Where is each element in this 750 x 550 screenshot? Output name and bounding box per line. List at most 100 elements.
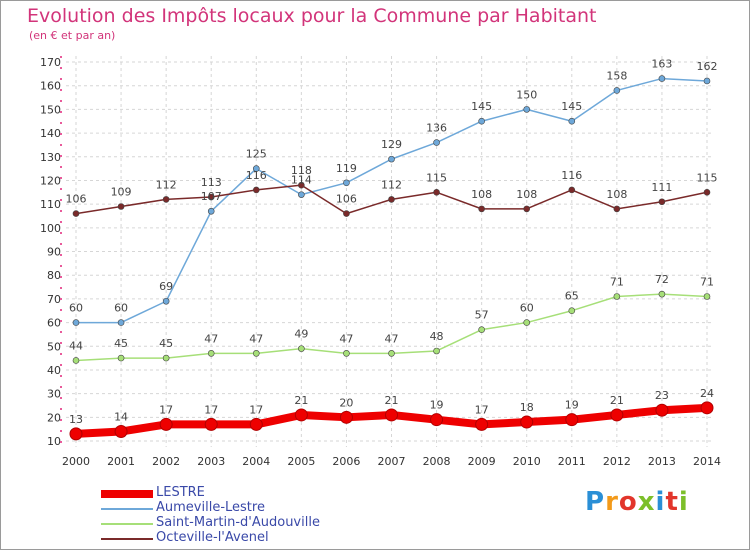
data-label: 115: [697, 171, 718, 184]
legend-label-lestre: LESTRE: [156, 485, 205, 500]
x-tick-label: 2009: [468, 455, 496, 468]
x-tick-label: 2010: [513, 455, 541, 468]
data-label: 45: [114, 337, 128, 350]
data-label: 118: [291, 164, 312, 177]
data-point: [343, 179, 350, 187]
data-label: 116: [561, 169, 582, 182]
y-tick-label: 120: [40, 174, 61, 187]
data-point: [703, 77, 711, 85]
data-label: 150: [516, 88, 537, 101]
data-point: [388, 196, 395, 203]
x-tick-label: 2013: [648, 455, 676, 468]
data-label: 17: [475, 403, 489, 416]
data-point: [204, 417, 218, 431]
data-label: 19: [430, 399, 444, 412]
data-point: [298, 191, 305, 198]
data-label: 158: [606, 69, 627, 82]
data-label: 48: [430, 330, 444, 343]
data-label: 112: [381, 178, 402, 191]
data-point: [72, 210, 80, 217]
data-point: [298, 345, 305, 352]
data-label: 18: [520, 401, 534, 414]
data-point: [252, 165, 260, 172]
proxiti-logo: Proxiti: [585, 487, 689, 517]
data-label: 17: [159, 403, 173, 416]
y-tick-label: 170: [40, 56, 61, 69]
data-point: [523, 106, 531, 113]
x-tick-label: 2006: [332, 455, 360, 468]
data-label: 162: [697, 60, 718, 73]
data-label: 108: [516, 188, 537, 201]
data-point: [162, 196, 170, 203]
data-point: [655, 403, 669, 417]
y-tick-label: 50: [47, 340, 61, 353]
data-label: 116: [246, 169, 267, 182]
data-label: 119: [336, 162, 357, 175]
legend-swatch-lestre: [101, 490, 153, 498]
data-point: [207, 207, 215, 215]
data-point: [252, 186, 260, 194]
y-tick-label: 40: [47, 364, 61, 377]
data-point: [294, 408, 308, 422]
data-point: [610, 408, 624, 422]
x-tick-label: 2008: [423, 455, 451, 468]
data-point: [252, 350, 260, 357]
data-point: [568, 117, 576, 125]
data-label: 21: [610, 394, 624, 407]
data-point: [117, 319, 125, 326]
x-tick-label: 2000: [62, 455, 90, 468]
data-label: 69: [159, 280, 173, 293]
data-label: 17: [204, 403, 218, 416]
legend-label-saint-martin: Saint-Martin-d'Audouville: [156, 515, 320, 530]
y-tick-label: 20: [47, 411, 61, 424]
data-point: [475, 417, 489, 431]
data-label: 112: [156, 178, 177, 191]
data-label: 163: [651, 58, 672, 71]
data-point: [658, 198, 666, 206]
data-label: 19: [565, 399, 579, 412]
logo-letter: x: [637, 487, 656, 517]
y-tick-label: 130: [40, 151, 61, 164]
data-label: 47: [385, 332, 399, 345]
data-label: 71: [700, 276, 714, 289]
data-label: 65: [565, 290, 579, 303]
data-point: [700, 401, 714, 415]
x-tick-label: 2007: [378, 455, 406, 468]
x-tick-label: 2003: [197, 455, 225, 468]
data-point: [207, 350, 215, 357]
data-point: [568, 307, 576, 315]
data-label: 107: [201, 190, 222, 203]
data-label: 60: [69, 302, 83, 315]
data-label: 14: [114, 411, 128, 424]
logo-letter: t: [665, 487, 679, 517]
data-label: 45: [159, 337, 173, 350]
y-tick-label: 110: [40, 198, 61, 211]
data-label: 125: [246, 148, 267, 161]
logo-letter: i: [655, 487, 666, 517]
data-label: 47: [204, 332, 218, 345]
data-point: [523, 205, 531, 213]
data-point: [162, 297, 170, 305]
x-tick-label: 2012: [603, 455, 631, 468]
legend-swatch-octeville: [101, 538, 153, 540]
x-tick-label: 2011: [558, 455, 586, 468]
data-point: [478, 205, 485, 213]
data-point: [343, 210, 350, 217]
data-label: 114: [291, 174, 312, 187]
data-point: [433, 347, 440, 355]
data-label: 145: [561, 100, 582, 113]
data-point: [249, 417, 263, 431]
data-point: [703, 293, 711, 300]
y-tick-label: 10: [47, 435, 61, 448]
y-tick-label: 150: [40, 103, 61, 116]
data-point: [72, 357, 80, 364]
data-point: [430, 413, 444, 427]
data-label: 17: [249, 403, 263, 416]
legend-label-aumeville-lestre: Aumeville-Lestre: [156, 500, 265, 515]
data-label: 44: [69, 339, 83, 352]
data-point: [388, 350, 395, 357]
data-label: 111: [651, 181, 672, 194]
data-point: [520, 415, 534, 429]
